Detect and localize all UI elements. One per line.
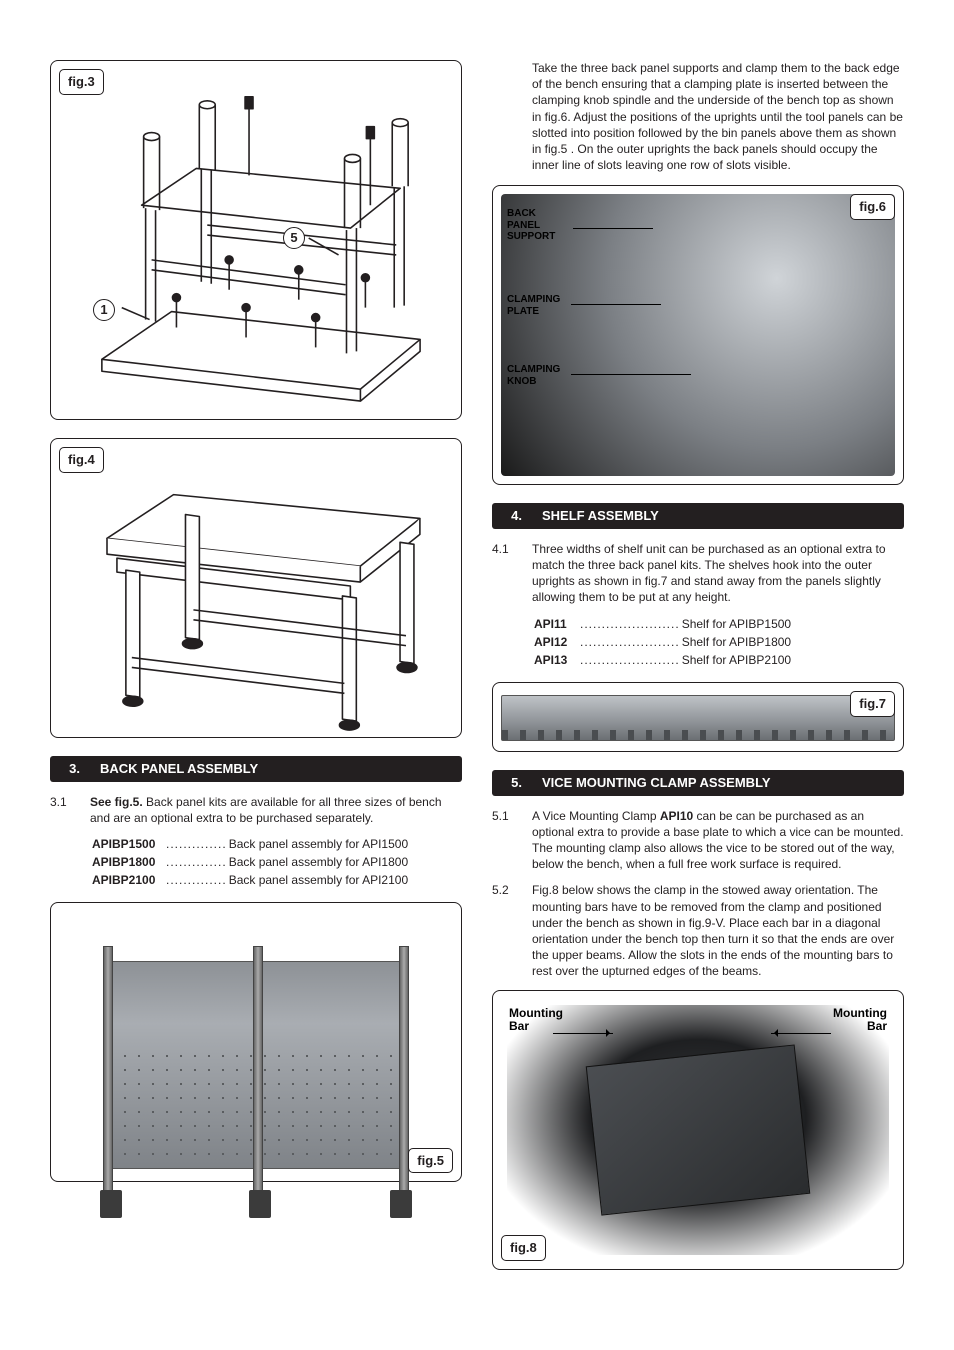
- fig7-illustration: [501, 695, 895, 741]
- para-3-1-text: Back panel kits are available for all th…: [90, 795, 442, 825]
- fig4-illustration: [51, 439, 461, 737]
- part-desc: Shelf for APIBP1800: [682, 634, 904, 650]
- fig6-callout-clamping-plate: CLAMPING PLATE: [507, 294, 560, 317]
- part-desc: Back panel assembly for API1500: [229, 836, 462, 852]
- para-3-1-lead: See fig.5.: [90, 795, 143, 809]
- figure-6: fig.6 BACK PANEL SUPPORT CLAMPING PLATE …: [492, 185, 904, 485]
- para-3-1-body: See fig.5. Back panel kits are available…: [90, 794, 462, 826]
- part-row: APIBP2100 .............. Back panel asse…: [92, 872, 462, 888]
- part-code: API12: [534, 634, 578, 650]
- fig5-label: fig.5: [408, 1148, 453, 1174]
- part-row: API13 ....................... Shelf for …: [534, 652, 904, 668]
- para-4-1-body: Three widths of shelf unit can be purcha…: [532, 541, 904, 606]
- section-5-title: VICE MOUNTING CLAMP ASSEMBLY: [542, 774, 770, 792]
- part-dots: ..............: [164, 872, 229, 888]
- part-code: APIBP1800: [92, 854, 164, 870]
- section-3-header: 3. BACK PANEL ASSEMBLY: [50, 756, 462, 782]
- part-dots: .......................: [578, 652, 682, 668]
- para-5-2-body: Fig.8 below shows the clamp in the stowe…: [532, 882, 904, 979]
- figure-8: Mounting Bar Mounting Bar fig.8: [492, 990, 904, 1270]
- section-4-num: 4.: [502, 507, 522, 525]
- section-4-title: SHELF ASSEMBLY: [542, 507, 659, 525]
- part-desc: Shelf for APIBP2100: [682, 652, 904, 668]
- part-desc: Back panel assembly for API1800: [229, 854, 462, 870]
- fig6-label: fig.6: [850, 194, 895, 220]
- fig3-callout-5: 5: [283, 227, 305, 249]
- fig3-illustration: [51, 61, 461, 419]
- fig8-callout-mounting-bar-left: Mounting Bar: [509, 1007, 563, 1035]
- part-row: API12 ....................... Shelf for …: [534, 634, 904, 650]
- para-5-1-num: 5.1: [492, 808, 518, 873]
- para-5-1-pre: A Vice Mounting Clamp: [532, 809, 660, 823]
- fig8-photo: [507, 1005, 889, 1255]
- intro-paragraph: Take the three back panel supports and c…: [532, 60, 904, 173]
- para-5-1-body: A Vice Mounting Clamp API10 can be can b…: [532, 808, 904, 873]
- para-3-1-num: 3.1: [50, 794, 76, 826]
- fig5-illustration: [63, 915, 449, 1169]
- fig6-callout-back-panel-support: BACK PANEL SUPPORT: [507, 208, 555, 243]
- section-3-title: BACK PANEL ASSEMBLY: [100, 760, 258, 778]
- fig6-photo: [501, 194, 895, 476]
- fig8-callout-mounting-bar-right: Mounting Bar: [833, 1007, 887, 1035]
- section-3-parts: APIBP1500 .............. Back panel asse…: [92, 836, 462, 889]
- figure-7: fig.7: [492, 682, 904, 752]
- para-5-2: 5.2 Fig.8 below shows the clamp in the s…: [492, 882, 904, 979]
- left-column: fig.3: [50, 60, 462, 1288]
- part-code: API13: [534, 652, 578, 668]
- section-5-num: 5.: [502, 774, 522, 792]
- section-4-header: 4. SHELF ASSEMBLY: [492, 503, 904, 529]
- part-code: API11: [534, 616, 578, 632]
- para-5-1-bold: API10: [660, 809, 693, 823]
- fig3-label: fig.3: [59, 69, 104, 95]
- fig8-label: fig.8: [501, 1235, 546, 1261]
- para-5-2-num: 5.2: [492, 882, 518, 979]
- fig3-callout-1: 1: [93, 299, 115, 321]
- part-code: APIBP2100: [92, 872, 164, 888]
- figure-5: fig.5: [50, 902, 462, 1182]
- fig6-callout-clamping-knob: CLAMPING KNOB: [507, 364, 560, 387]
- fig4-label: fig.4: [59, 447, 104, 473]
- figure-4: fig.4: [50, 438, 462, 738]
- part-row: APIBP1800 .............. Back panel asse…: [92, 854, 462, 870]
- part-dots: .......................: [578, 616, 682, 632]
- fig7-label: fig.7: [850, 691, 895, 717]
- part-dots: ..............: [164, 854, 229, 870]
- figure-3: fig.3: [50, 60, 462, 420]
- section-4-parts: API11 ....................... Shelf for …: [534, 616, 904, 669]
- part-desc: Back panel assembly for API2100: [229, 872, 462, 888]
- para-4-1: 4.1 Three widths of shelf unit can be pu…: [492, 541, 904, 606]
- section-5-header: 5. VICE MOUNTING CLAMP ASSEMBLY: [492, 770, 904, 796]
- page: fig.3: [50, 60, 904, 1288]
- para-3-1: 3.1 See fig.5. Back panel kits are avail…: [50, 794, 462, 826]
- part-row: API11 ....................... Shelf for …: [534, 616, 904, 632]
- right-column: Take the three back panel supports and c…: [492, 60, 904, 1288]
- part-row: APIBP1500 .............. Back panel asse…: [92, 836, 462, 852]
- part-code: APIBP1500: [92, 836, 164, 852]
- para-4-1-num: 4.1: [492, 541, 518, 606]
- part-dots: .......................: [578, 634, 682, 650]
- part-dots: ..............: [164, 836, 229, 852]
- section-3-num: 3.: [60, 760, 80, 778]
- part-desc: Shelf for APIBP1500: [682, 616, 904, 632]
- para-5-1: 5.1 A Vice Mounting Clamp API10 can be c…: [492, 808, 904, 873]
